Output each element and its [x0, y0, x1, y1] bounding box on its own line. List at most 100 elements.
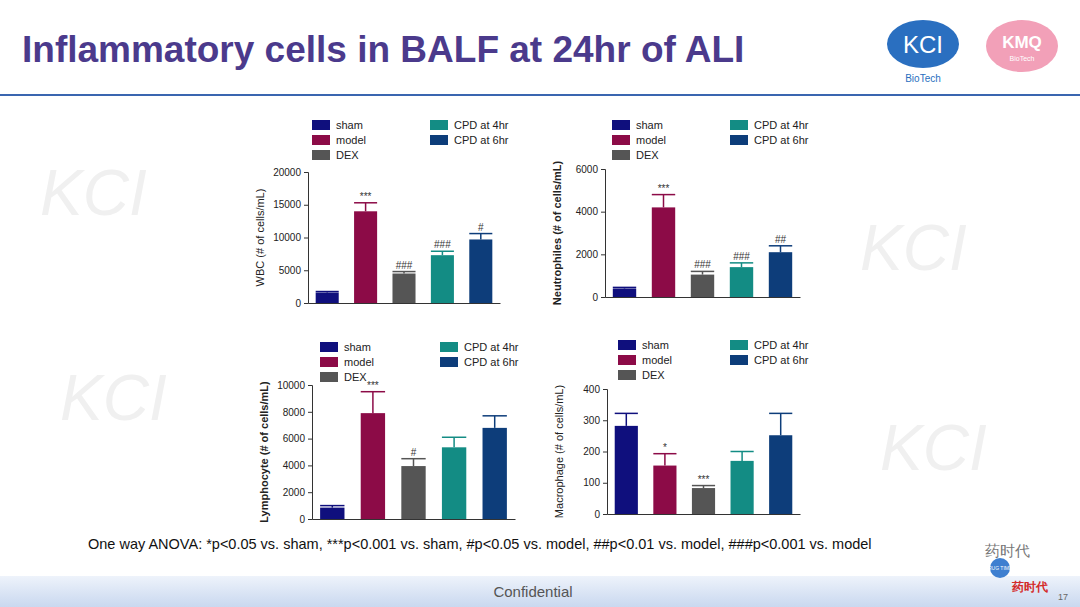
tick: 15000: [273, 199, 308, 210]
bar: [354, 211, 377, 303]
tick-mark: [601, 212, 605, 213]
tick-mark: [601, 254, 605, 255]
error-cap: [613, 287, 636, 289]
bar: [615, 426, 638, 514]
legend-label: CPD at 6hr: [454, 134, 509, 146]
tick-label: 10000: [273, 232, 301, 243]
tick-label: 400: [583, 384, 600, 395]
error-stem: [664, 454, 666, 466]
tick: 4000: [576, 206, 605, 217]
legend-swatch: [612, 120, 630, 130]
footer: Confidential: [493, 583, 572, 600]
error-cap: [615, 413, 638, 415]
x-axis: [606, 297, 801, 298]
tick: 0: [592, 292, 605, 303]
legend-swatch: [320, 357, 338, 367]
chart: ***#0200040006000800010000Lymphocyte (# …: [258, 341, 519, 525]
error-bar: [469, 234, 492, 240]
bar: [361, 413, 385, 519]
tick: 100: [583, 477, 607, 488]
legend-label: model: [344, 356, 374, 368]
error-bar: [483, 416, 507, 428]
tick-mark: [308, 519, 312, 520]
y-label: Lymphocyte (# of cells/mL): [258, 381, 270, 523]
legend-label: sham: [642, 339, 669, 351]
legend-label: DEX: [636, 149, 659, 161]
y-axis: 05000100001500020000: [273, 167, 308, 309]
watermark: KCI: [60, 362, 167, 434]
tick-label: 15000: [273, 199, 301, 210]
tick: 4000: [283, 460, 312, 471]
tick-label: 200: [583, 446, 600, 457]
tick: 20000: [273, 167, 308, 178]
legend-label: CPD at 4hr: [754, 339, 809, 351]
legend-swatch: [312, 120, 330, 130]
error-stem: [741, 452, 743, 461]
bar: [769, 435, 792, 514]
legend-swatch: [612, 150, 630, 160]
bar: [692, 488, 715, 514]
bar: [769, 252, 792, 297]
error-cap: [730, 262, 753, 264]
error-bar: [769, 246, 792, 252]
error-cap: [401, 458, 425, 460]
error-bar: [316, 291, 339, 293]
bar: [469, 239, 492, 303]
legend-swatch: [320, 372, 338, 382]
chart: ***########0200040006000Neutrophiles (# …: [551, 119, 809, 305]
tick-mark: [601, 169, 605, 170]
y-label: WBC (# of cells/mL): [254, 189, 266, 287]
axis-line: [608, 514, 801, 515]
legend-label: sham: [344, 341, 371, 353]
plot-area: [613, 195, 792, 297]
legend-swatch: [618, 370, 636, 380]
legend-swatch: [320, 342, 338, 352]
watermark: KCI: [880, 412, 987, 484]
logo-kmq: [986, 20, 1058, 72]
tick-label: 8000: [283, 407, 306, 418]
error-cap: [483, 415, 507, 417]
plot-area: [320, 392, 507, 519]
tick-mark: [603, 514, 607, 515]
error-bar: [731, 452, 754, 461]
error-bar: [401, 459, 425, 466]
error-cap: [354, 202, 377, 204]
legend-label: CPD at 6hr: [754, 134, 809, 146]
error-cap: [320, 505, 344, 507]
y-label: Neutrophiles (# of cells/mL): [551, 161, 563, 306]
bar: [431, 255, 454, 303]
legend-swatch: [730, 340, 748, 350]
legend-label: model: [636, 134, 666, 146]
bar: [730, 267, 753, 297]
tick-mark: [603, 389, 607, 390]
error-stem: [453, 437, 455, 447]
error-bar: [692, 486, 715, 489]
legend-label: CPD at 4hr: [754, 119, 809, 131]
tick-label: 300: [583, 415, 600, 426]
y-label: Macrophage (# of cells/mL): [553, 385, 565, 518]
y-axis: 0100200300400: [583, 384, 607, 520]
error-bar: [392, 272, 415, 274]
axis-line: [603, 390, 608, 515]
legend-swatch: [312, 135, 330, 145]
tick: 2000: [576, 249, 605, 260]
tick-mark: [308, 465, 312, 466]
tick-label: 0: [295, 298, 301, 309]
title: Inflammatory cells in BALF at 24hr of AL…: [22, 29, 744, 70]
bar: [442, 447, 466, 519]
tick-mark: [308, 385, 312, 386]
error-stem: [372, 392, 374, 413]
error-stem: [626, 413, 628, 426]
legend-swatch: [312, 150, 330, 160]
error-cap: [691, 271, 714, 273]
tick: 10000: [273, 232, 308, 243]
chart: ****0100200300400Macrophage (# of cells/…: [553, 339, 809, 520]
error-cap: [431, 251, 454, 253]
legend-label: DEX: [642, 369, 665, 381]
tick-mark: [603, 483, 607, 484]
tick-label: 100: [583, 477, 600, 488]
header-rule: [0, 94, 1080, 96]
error-bar: [615, 413, 638, 426]
tick-mark: [308, 412, 312, 413]
tick-mark: [308, 492, 312, 493]
